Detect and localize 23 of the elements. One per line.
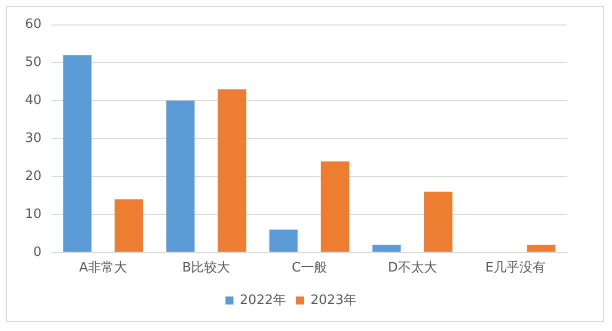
bar <box>166 100 195 252</box>
bar <box>218 89 246 252</box>
legend-label: 2023年 <box>310 292 357 308</box>
bar <box>372 244 401 252</box>
bar <box>527 244 556 252</box>
y-tick-label: 40 <box>24 93 42 108</box>
y-tick-label: 0 <box>33 244 42 260</box>
y-tick-label: 10 <box>24 206 42 222</box>
y-tick-label: 50 <box>24 55 42 70</box>
x-tick-label: D不太大 <box>388 260 437 276</box>
x-tick-label: E几乎没有 <box>485 260 546 276</box>
x-tick-label: B比较大 <box>182 260 230 276</box>
legend-label: 2022年 <box>240 292 286 308</box>
bar <box>424 192 452 252</box>
y-tick-label: 60 <box>24 17 42 32</box>
bar <box>320 161 350 252</box>
bar <box>63 55 92 252</box>
bar <box>269 230 298 252</box>
bar <box>114 199 144 252</box>
y-tick-label: 20 <box>24 168 42 184</box>
y-tick-label: 30 <box>24 130 42 146</box>
x-tick-label: A非常大 <box>79 260 128 276</box>
x-tick-label: C一般 <box>292 260 327 276</box>
